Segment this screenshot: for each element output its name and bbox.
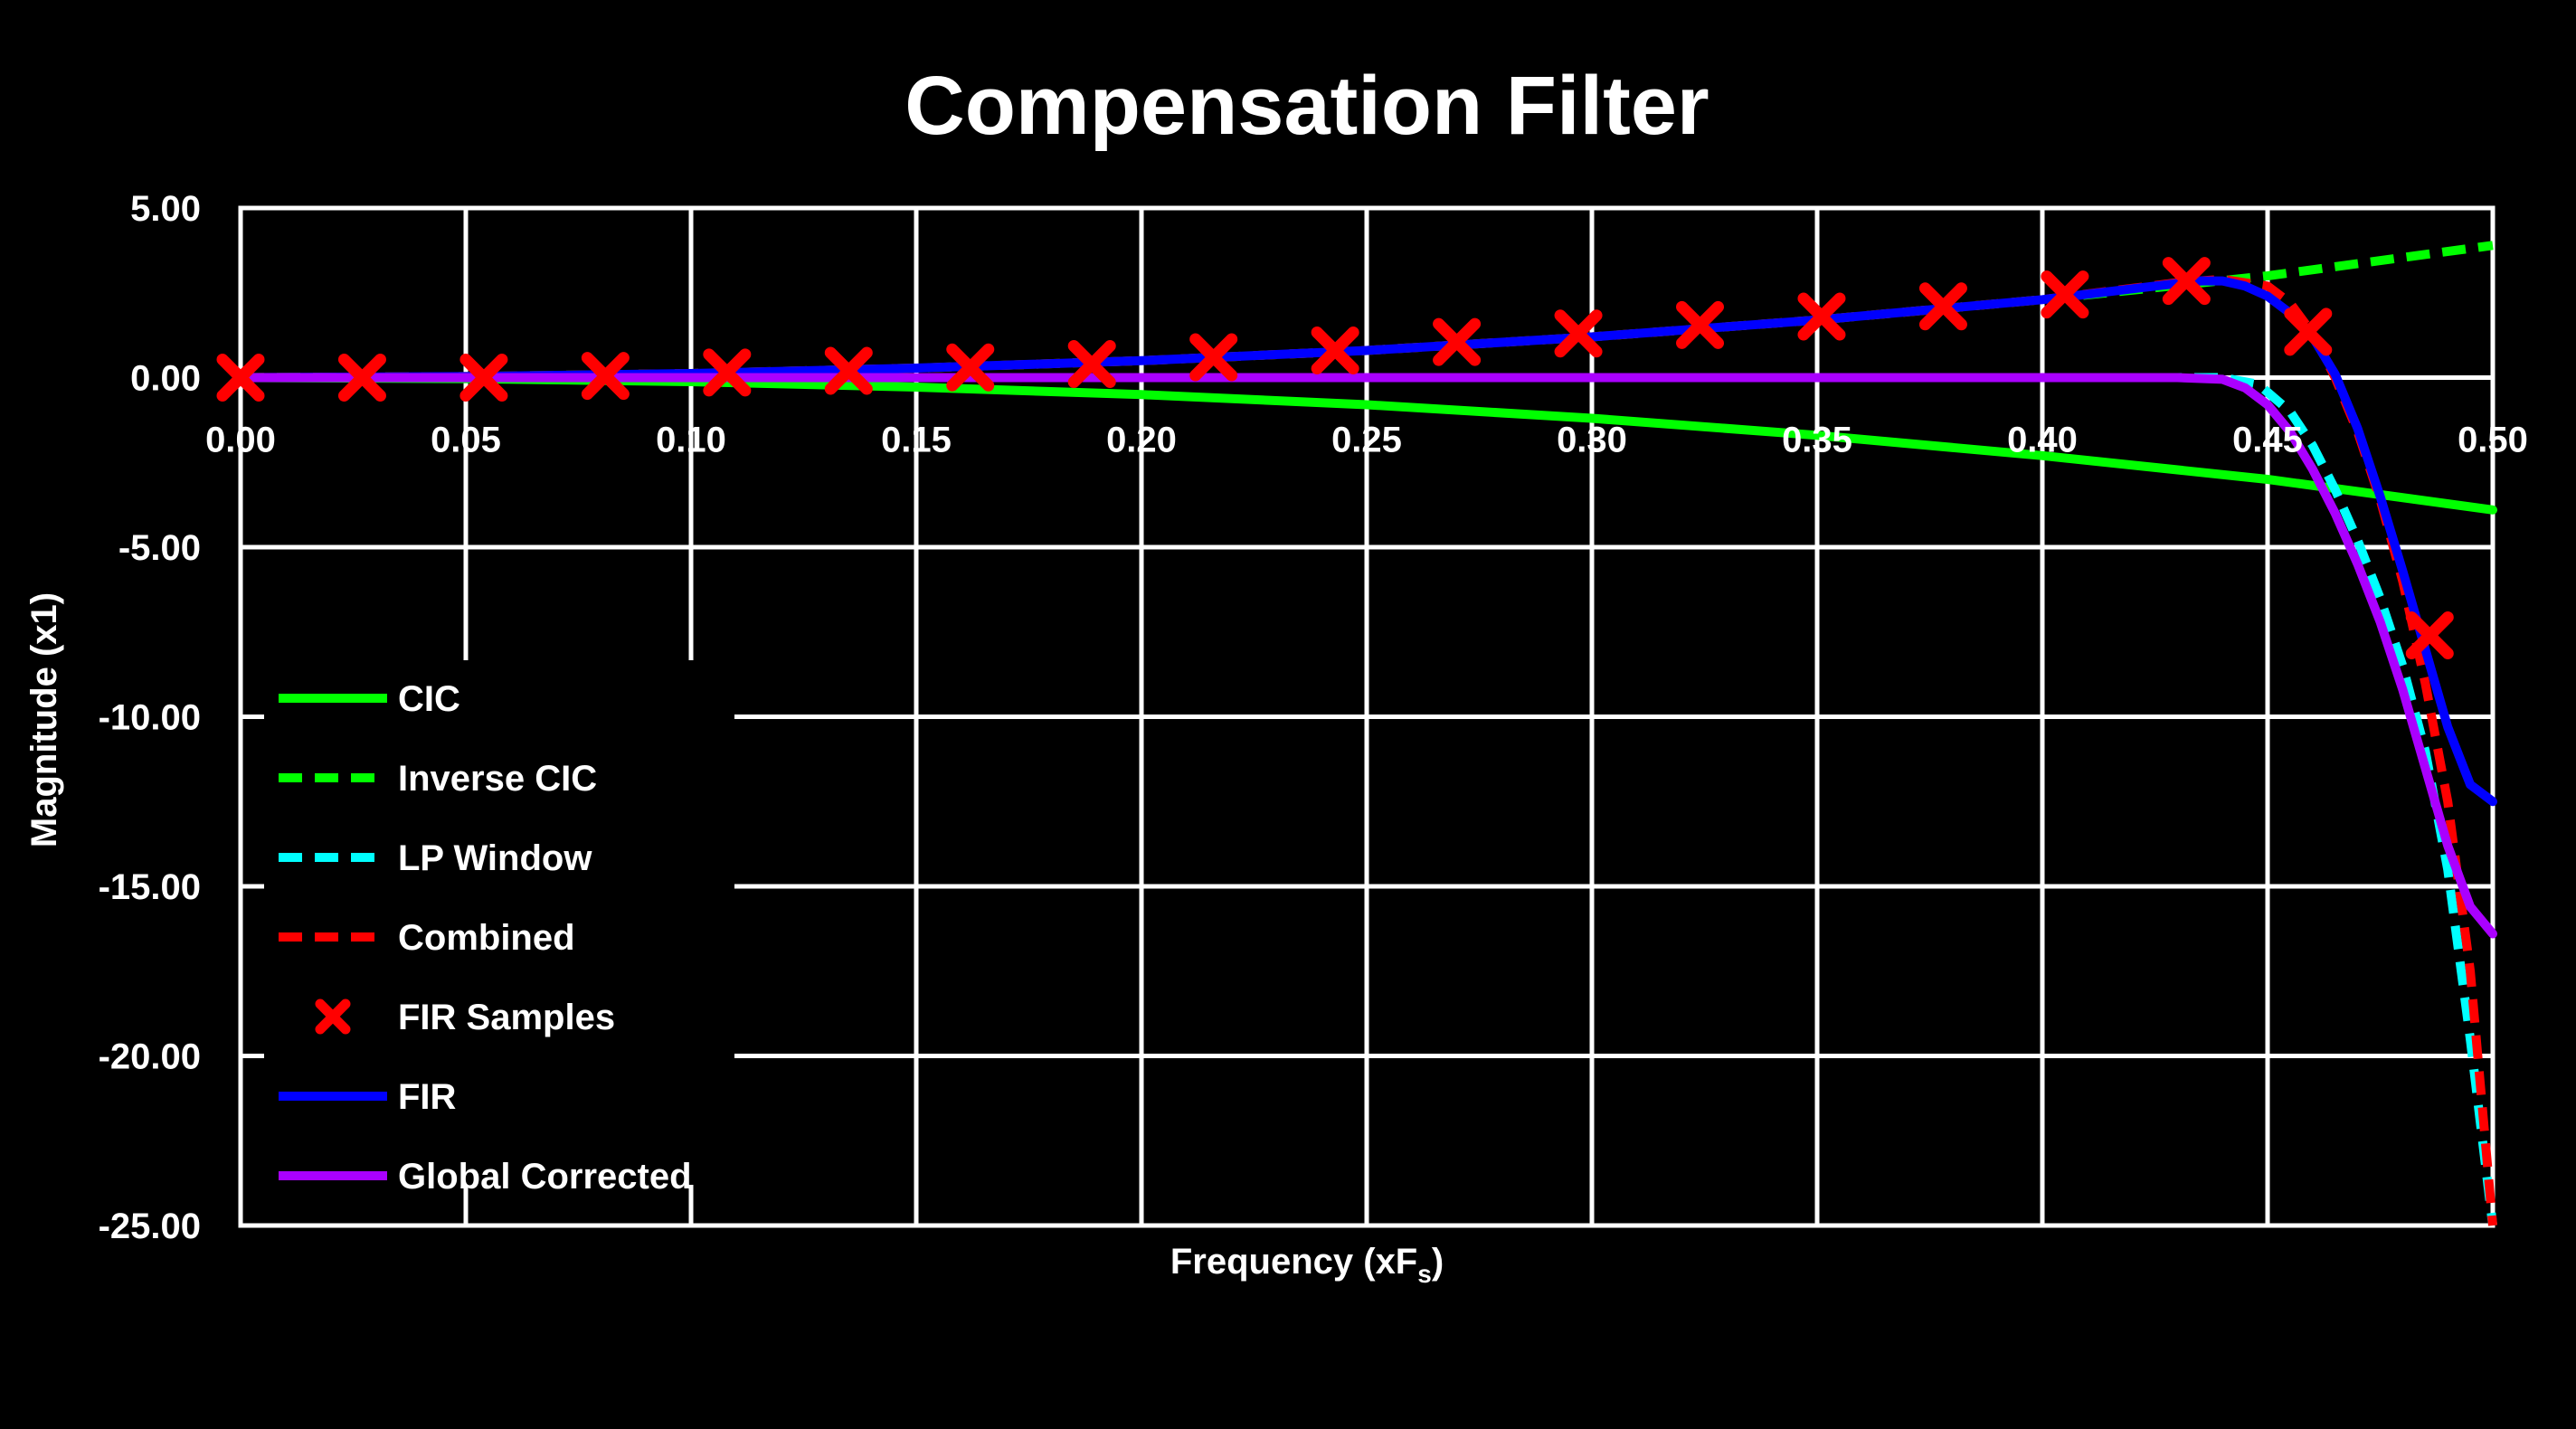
fir-sample-marker	[1311, 326, 1359, 374]
series-line-global-corrected	[236, 373, 2497, 939]
y-tick-label: -5.00	[118, 528, 201, 568]
fir-sample-marker-stroke	[1554, 309, 1603, 358]
fir-sample-marker	[824, 346, 873, 395]
fir-sample-marker	[2284, 308, 2333, 356]
fir-sample-marker	[2041, 270, 2089, 319]
plot-border	[238, 205, 2496, 1228]
legend-entry: Inverse CIC	[279, 759, 597, 799]
legend-entry: FIR Samples	[315, 998, 615, 1037]
fir-sample-marker	[337, 354, 386, 402]
fir-sample-marker-stroke	[1311, 326, 1359, 374]
fir-sample-marker-stroke	[1433, 317, 1482, 366]
legend-label: CIC	[398, 679, 460, 719]
series-line-fir	[236, 276, 2497, 807]
legend-label: Inverse CIC	[398, 759, 597, 799]
fir-sample-marker-stroke	[1676, 300, 1725, 349]
legend-label: Global Corrected	[398, 1157, 692, 1197]
x-axis-label: Frequency (xFs)	[1170, 1242, 1444, 1288]
legend-entry: FIR	[279, 1077, 457, 1117]
legend-label: Combined	[398, 918, 575, 958]
chart-title: Compensation Filter	[904, 60, 1709, 152]
fir-sample-marker	[216, 354, 265, 402]
fir-sample-marker-stroke	[337, 354, 386, 402]
x-tick-label: 0.05	[431, 421, 501, 460]
fir-sample-marker	[1433, 317, 1482, 366]
fir-sample-marker-stroke	[581, 352, 630, 401]
x-tick-label: 0.15	[881, 421, 952, 460]
y-tick-label: 5.00	[130, 189, 201, 229]
legend-entry: LP Window	[279, 838, 592, 878]
fir-sample-marker	[2162, 257, 2211, 306]
fir-sample-marker	[1067, 340, 1116, 388]
fir-sample-marker-stroke	[2284, 308, 2333, 356]
x-tick-label: 0.35	[1782, 421, 1852, 460]
x-tick-label: 0.25	[1331, 421, 1402, 460]
x-axis-label-subscript: s	[1417, 1260, 1432, 1288]
fir-sample-marker-stroke	[1797, 292, 1846, 341]
fir-sample-marker	[1554, 309, 1603, 358]
fir-sample-marker-stroke	[1189, 333, 1238, 382]
legend-entry: Global Corrected	[279, 1157, 692, 1197]
text-layer: 5.00 0.00 -5.00 -10.00 -15.00 -20.00 -25.00 0.0…	[99, 189, 2528, 1246]
legend-marker-stroke	[315, 998, 351, 1035]
legend-label: FIR Samples	[398, 998, 615, 1037]
fir-sample-marker-stroke	[2162, 257, 2211, 306]
fir-sample-marker	[1797, 292, 1846, 341]
x-tick-label: 0.40	[2007, 421, 2078, 460]
y-tick-label: 0.00	[130, 359, 201, 399]
x-tick-label: 0.30	[1557, 421, 1627, 460]
legend-entry: Combined	[279, 918, 575, 958]
legend: CIC Inverse CIC LP Window Combined FIR Sampl…	[264, 660, 734, 1197]
fir-sample-marker	[2405, 611, 2454, 659]
series-layer	[216, 241, 2497, 1226]
y-axis-label: Magnitude (x1)	[24, 592, 64, 847]
fir-sample-marker	[703, 348, 752, 397]
x-tick-label: 0.00	[205, 421, 276, 460]
fir-sample-marker-stroke	[824, 346, 873, 395]
legend-label: FIR	[398, 1077, 457, 1117]
y-tick-label: -20.00	[99, 1037, 201, 1077]
fir-sample-marker-stroke	[2405, 611, 2454, 659]
fir-sample-marker	[1918, 282, 1967, 331]
fir-sample-marker-stroke	[1918, 282, 1967, 331]
fir-sample-marker-stroke	[946, 343, 995, 392]
x-axis-label-close: )	[1432, 1242, 1444, 1282]
x-tick-label: 0.10	[656, 421, 726, 460]
fir-sample-marker-stroke	[1067, 340, 1116, 388]
x-axis-label-main: Frequency (xF	[1170, 1242, 1417, 1282]
x-tick-label: 0.20	[1106, 421, 1177, 460]
x-tick-label: 0.50	[2458, 421, 2528, 460]
y-tick-label: -15.00	[99, 867, 201, 907]
y-tick-label: -10.00	[99, 698, 201, 738]
x-tick-label: 0.45	[2232, 421, 2303, 460]
fir-sample-marker	[946, 343, 995, 392]
legend-entry: CIC	[279, 679, 460, 719]
fir-sample-marker	[1676, 300, 1725, 349]
y-tick-label: -25.00	[99, 1207, 201, 1246]
fir-sample-marker-stroke	[703, 348, 752, 397]
fir-sample-marker-stroke	[459, 354, 508, 402]
fir-sample-marker	[581, 352, 630, 401]
fir-sample-marker-stroke	[216, 354, 265, 402]
legend-label: LP Window	[398, 838, 592, 878]
fir-sample-marker-stroke	[2041, 270, 2089, 319]
fir-sample-marker	[1189, 333, 1238, 382]
fir-sample-marker	[459, 354, 508, 402]
